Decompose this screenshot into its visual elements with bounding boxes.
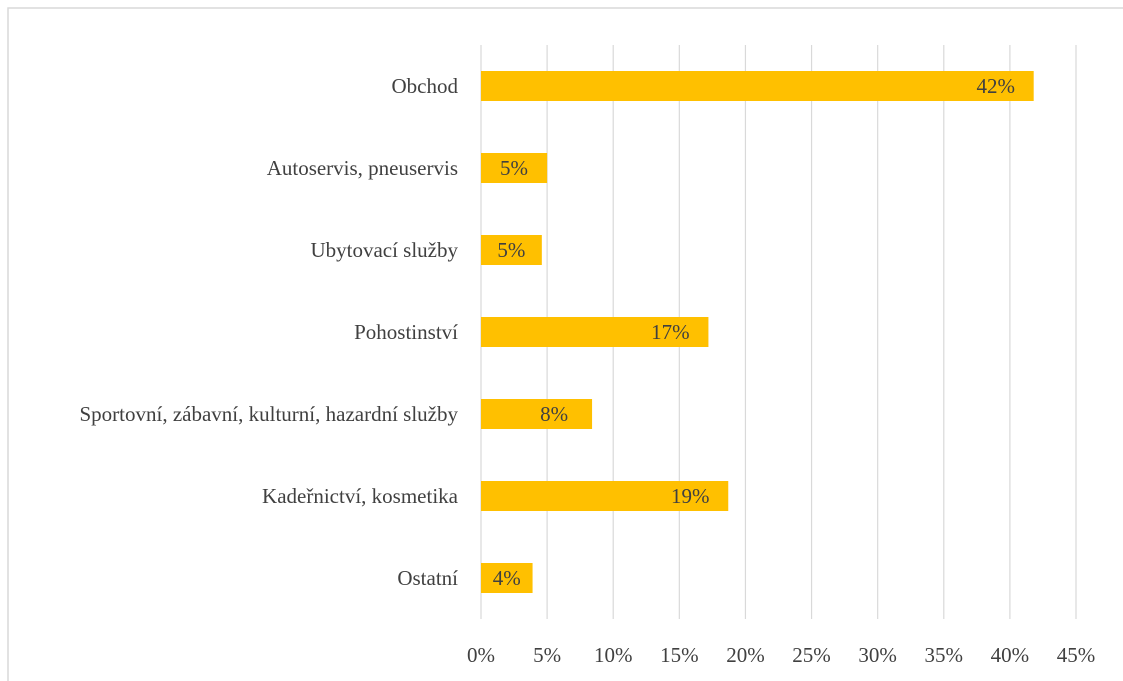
- bar: [481, 235, 542, 265]
- data-label: 19%: [671, 484, 710, 508]
- x-tick-label: 10%: [594, 643, 633, 667]
- category-label: Pohostinství: [354, 320, 458, 344]
- x-tick-label: 0%: [467, 643, 495, 667]
- category-label: Kadeřnictví, kosmetika: [262, 484, 458, 508]
- x-tick-label: 40%: [991, 643, 1030, 667]
- x-tick-label: 15%: [660, 643, 699, 667]
- x-tick-label: 30%: [858, 643, 897, 667]
- bar: [481, 71, 1034, 101]
- category-label: Autoservis, pneuservis: [266, 156, 458, 180]
- bar: [481, 399, 593, 429]
- bar: [481, 481, 729, 511]
- data-label: 5%: [500, 156, 528, 180]
- chart-frame: [7, 7, 1123, 681]
- data-label: 8%: [540, 402, 568, 426]
- data-label: 4%: [493, 566, 521, 590]
- x-tick-label: 35%: [925, 643, 964, 667]
- bar: [481, 317, 709, 347]
- data-label: 5%: [497, 238, 525, 262]
- x-tick-label: 25%: [792, 643, 831, 667]
- category-label: Ubytovací služby: [310, 238, 458, 262]
- bar: [481, 153, 548, 183]
- bar: [481, 563, 533, 593]
- category-label: Sportovní, zábavní, kulturní, hazardní s…: [79, 402, 458, 426]
- data-label: 42%: [976, 74, 1015, 98]
- x-tick-label: 20%: [726, 643, 765, 667]
- x-tick-label: 5%: [533, 643, 561, 667]
- x-tick-label: 45%: [1057, 643, 1096, 667]
- category-label: Obchod: [391, 74, 459, 98]
- category-label: Ostatní: [397, 566, 458, 590]
- data-label: 17%: [651, 320, 690, 344]
